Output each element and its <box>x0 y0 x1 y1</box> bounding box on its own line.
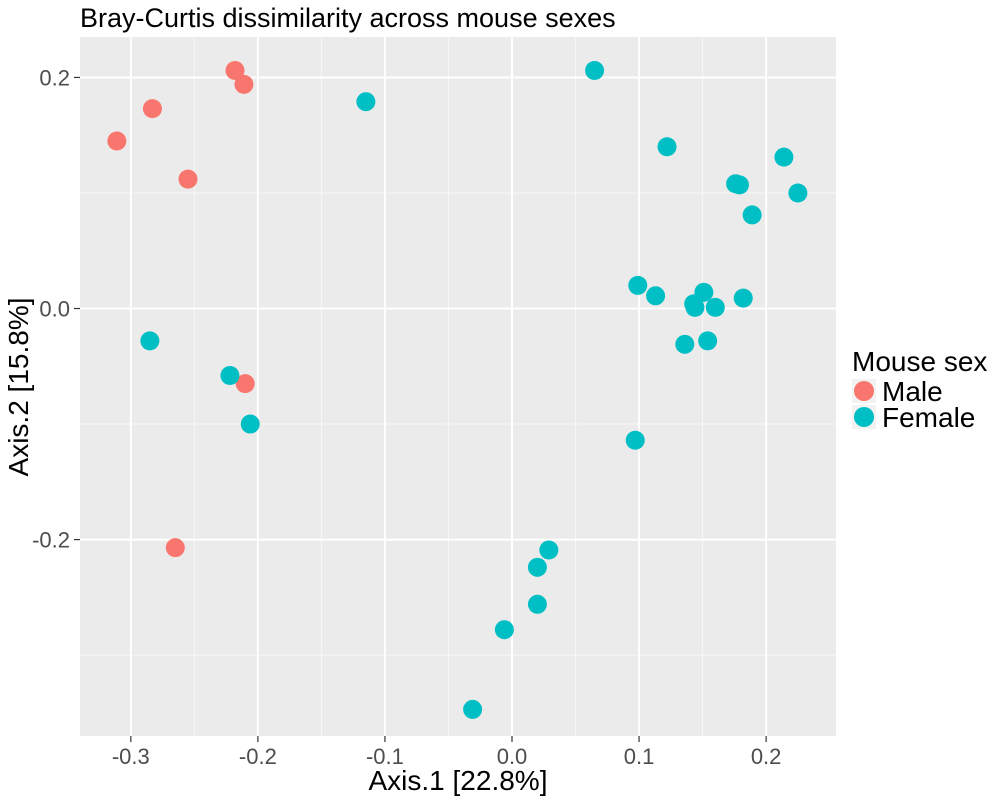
y-tick-label: 0.2 <box>39 65 70 90</box>
legend-title: Mouse sex <box>852 346 987 377</box>
data-point-female <box>675 334 695 354</box>
data-point-female <box>729 175 749 195</box>
data-point-male <box>142 99 162 119</box>
data-point-male <box>165 538 185 558</box>
data-point-female <box>774 147 794 167</box>
data-point-female <box>140 331 160 351</box>
y-tick-label: -0.2 <box>32 528 70 553</box>
data-point-male <box>178 169 198 189</box>
data-point-female <box>685 297 705 317</box>
grid-layer <box>80 37 836 736</box>
y-axis-title: Axis.2 [15.8%] <box>3 298 34 477</box>
legend-label-female: Female <box>882 402 975 433</box>
chart-title: Bray-Curtis dissimilarity across mouse s… <box>80 3 616 33</box>
data-point-female <box>698 331 718 351</box>
y-tick-label: 0.0 <box>39 297 70 322</box>
plot-panel <box>80 37 836 736</box>
legend-key-female <box>854 407 874 427</box>
data-point-female <box>240 414 260 434</box>
data-point-female <box>220 366 240 386</box>
data-point-male <box>225 61 245 81</box>
x-tick-label: 0.1 <box>624 744 655 769</box>
x-tick-label: -0.1 <box>366 744 404 769</box>
legend-label-male: Male <box>882 376 943 407</box>
data-point-male <box>107 131 127 151</box>
axis-layer: -0.3 -0.2 -0.1 0.0 0.1 0.2 -0.2 0.0 0.2 <box>32 65 781 769</box>
x-tick-label: 0.2 <box>751 744 782 769</box>
data-point-female <box>463 699 483 719</box>
data-point-male <box>235 374 255 394</box>
data-point-female <box>705 297 725 317</box>
data-point-female <box>356 92 376 112</box>
x-tick-label: 0.0 <box>497 744 528 769</box>
data-point-female <box>625 430 645 450</box>
points-layer <box>107 61 808 719</box>
legend-key-male <box>854 381 874 401</box>
data-point-female <box>628 275 648 295</box>
x-tick-label: -0.2 <box>239 744 277 769</box>
x-tick-label: -0.3 <box>112 744 150 769</box>
data-point-female <box>494 620 514 640</box>
data-point-female <box>657 137 677 157</box>
data-point-female <box>742 205 762 225</box>
data-point-female <box>585 61 605 81</box>
data-point-female <box>733 288 753 308</box>
data-point-female <box>527 594 547 614</box>
data-point-female <box>539 540 559 560</box>
x-axis-title: Axis.1 [22.8%] <box>369 765 548 796</box>
data-point-male <box>234 74 254 94</box>
data-point-female <box>788 183 808 203</box>
data-point-female <box>646 286 666 306</box>
data-point-female <box>527 557 547 577</box>
